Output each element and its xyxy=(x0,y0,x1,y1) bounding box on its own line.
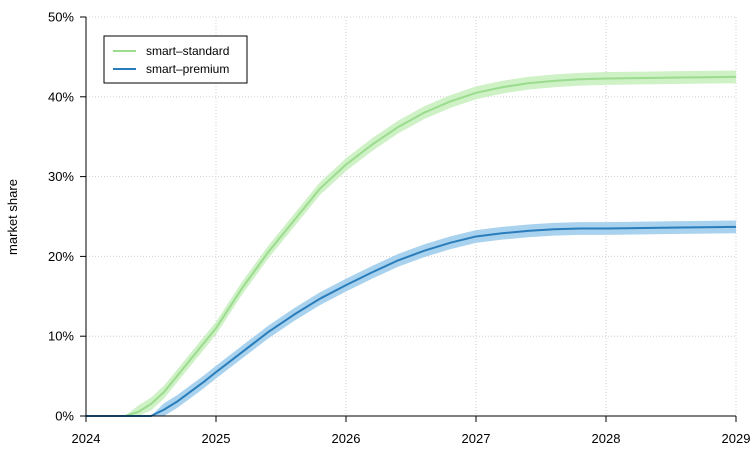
confidence-band-2 xyxy=(86,220,736,416)
x-tick-label: 2028 xyxy=(592,431,621,446)
axes: 2024 2025 2026 2027 2028 2029 0% 10% 20% 30% 40% 50… xyxy=(48,10,750,447)
legend-box xyxy=(103,35,248,84)
series-lines xyxy=(86,75,737,417)
y-tick-label: 40% xyxy=(48,89,74,104)
legend-label-2: smart–premium xyxy=(146,62,229,76)
confidence-band-1 xyxy=(86,70,736,416)
x-tick-label: 2024 xyxy=(72,431,101,446)
x-tick-label: 2027 xyxy=(462,431,491,446)
x-tick-label: 2025 xyxy=(202,431,231,446)
y-tick-label: 0% xyxy=(55,409,74,424)
y-tick-label: 20% xyxy=(48,249,74,264)
y-tick-label: 10% xyxy=(48,329,74,344)
legend-label-1: smart–standard xyxy=(146,44,229,58)
legend: smart–standard smart–premium xyxy=(103,35,248,84)
series-line-1 xyxy=(86,75,737,417)
y-tick-label: 30% xyxy=(48,169,74,184)
y-tick-label: 50% xyxy=(48,10,74,25)
x-tick-label: 2029 xyxy=(722,431,751,446)
confidence-bands xyxy=(86,70,736,416)
x-tick-label: 2026 xyxy=(332,431,361,446)
y-axis-label: market share xyxy=(5,179,20,255)
series-line-2 xyxy=(86,225,737,417)
